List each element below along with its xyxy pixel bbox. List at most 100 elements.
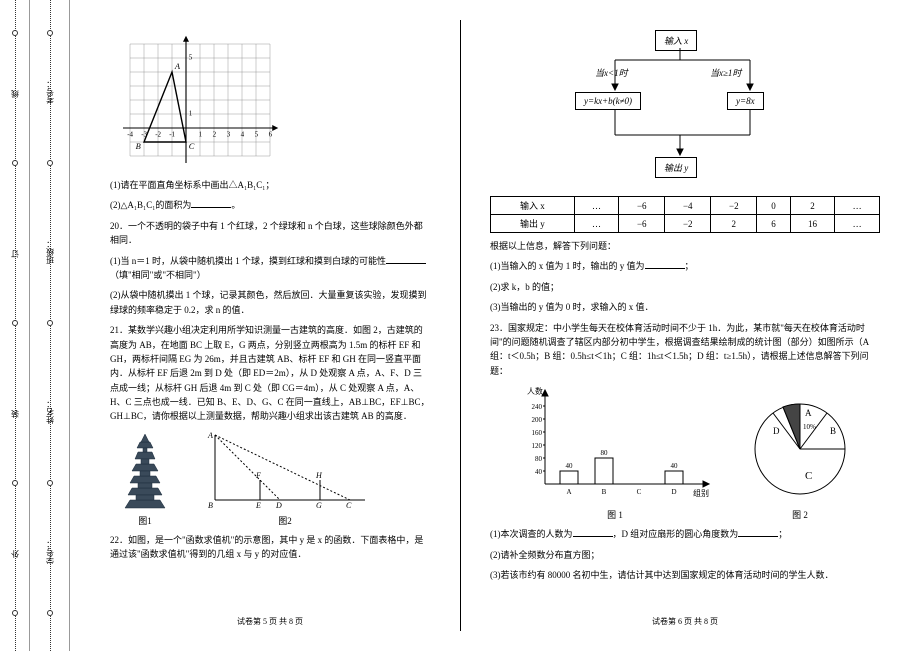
question-text: 22．如图，是一个"函数求值机"的示意图，其中 y 是 x 的函数．下面表格中，… xyxy=(110,533,430,562)
svg-text:C: C xyxy=(805,470,812,482)
question-text: (1)当输入的 x 值为 1 时，输出的 y 值为 ； xyxy=(490,259,880,273)
punch-hole xyxy=(12,30,18,36)
punch-hole xyxy=(12,320,18,326)
punch-hole xyxy=(47,160,53,166)
cell: −6 xyxy=(619,215,665,233)
student-field: 学号： xyxy=(44,540,55,564)
flow-output: 输出 y xyxy=(655,157,697,178)
cell: −4 xyxy=(665,197,711,215)
svg-text:D: D xyxy=(773,426,780,436)
cell: … xyxy=(574,215,619,233)
question-text: (1)当 n＝1 时，从袋中随机摸出 1 个球，摸到红球和摸到白球的可能性（填"… xyxy=(110,254,430,283)
figure-caption: 图1 xyxy=(110,514,180,527)
text: (1)当输入的 x 值为 1 时，输出的 y 值为 xyxy=(490,261,645,271)
svg-text:H: H xyxy=(315,471,323,480)
question-text: (1)请在平面直角坐标系中画出△A₁B₁C₁； xyxy=(110,178,430,192)
cell: 16 xyxy=(790,215,835,233)
svg-text:40: 40 xyxy=(566,462,574,470)
student-field: 班级： xyxy=(44,240,55,264)
cell: … xyxy=(835,215,880,233)
svg-text:C: C xyxy=(189,142,195,151)
svg-text:A: A xyxy=(207,431,213,440)
svg-text:-3: -3 xyxy=(141,130,147,138)
answer-blank[interactable] xyxy=(645,259,685,269)
page-footer: 试卷第 5 页 共 8 页 xyxy=(90,616,450,627)
figure-caption: 图 2 xyxy=(745,508,855,521)
text: （填"相同"或"不相同"） xyxy=(110,270,206,280)
figure-2-diagram: AB FED HGC 图2 xyxy=(200,430,370,527)
text: ； xyxy=(685,261,694,271)
svg-text:5: 5 xyxy=(189,53,193,61)
svg-text:B: B xyxy=(830,426,836,436)
text: ； xyxy=(778,529,787,539)
cell: 0 xyxy=(757,197,790,215)
cell: 输入 x xyxy=(491,197,575,215)
svg-text:A: A xyxy=(805,408,812,418)
cell: … xyxy=(574,197,619,215)
svg-text:D: D xyxy=(275,501,282,510)
svg-text:80: 80 xyxy=(601,449,609,457)
fold-label: 线 xyxy=(9,90,20,98)
answer-blank[interactable] xyxy=(191,198,231,208)
svg-text:B: B xyxy=(602,488,607,496)
text: 。 xyxy=(231,200,240,210)
punch-hole xyxy=(12,610,18,616)
text: (2)△A₁B₁C₁的面积为 xyxy=(110,200,191,210)
io-table: 输入 x … −6 −4 −2 0 2 … 输出 y … −6 −2 2 6 1… xyxy=(490,196,880,233)
svg-text:2: 2 xyxy=(213,130,217,138)
svg-text:200: 200 xyxy=(532,416,543,424)
svg-text:6: 6 xyxy=(269,130,273,138)
svg-text:1: 1 xyxy=(199,130,203,138)
svg-text:3: 3 xyxy=(227,130,231,138)
svg-text:5: 5 xyxy=(255,130,259,138)
flow-func-left: y=kx+b(k≠0) xyxy=(575,92,641,110)
answer-blank[interactable] xyxy=(573,527,613,537)
fold-label: 订 xyxy=(9,250,20,258)
svg-text:B: B xyxy=(208,501,213,510)
svg-text:80: 80 xyxy=(535,455,543,463)
binding-gutter-inner: 考号： 班级： 姓名： 学号： xyxy=(30,0,70,651)
bar-chart-figure: 40 80 120 160 200 240 408040 ABCD 人数 xyxy=(515,384,715,521)
student-field: 姓名： xyxy=(44,400,55,424)
page-right: 输入 x 当x<1时 当x≥1时 y=kx+b(k≠0) y=8x 输出 y 输… xyxy=(470,20,900,631)
punch-hole xyxy=(47,320,53,326)
question-text: (2)求 k，b 的值； xyxy=(490,280,880,294)
cell: −6 xyxy=(619,197,665,215)
answer-blank[interactable] xyxy=(386,254,426,264)
punch-hole xyxy=(47,480,53,486)
svg-text:F: F xyxy=(255,471,261,480)
question-text: (1)本次调查的人数为，D 组对应扇形的圆心角度数为； xyxy=(490,527,880,541)
svg-text:C: C xyxy=(346,501,352,510)
svg-text:4: 4 xyxy=(241,130,245,138)
svg-text:组别: 组别 xyxy=(693,488,709,498)
cell: 6 xyxy=(757,215,790,233)
svg-text:40: 40 xyxy=(671,462,679,470)
svg-text:1: 1 xyxy=(189,109,193,117)
answer-blank[interactable] xyxy=(738,527,778,537)
svg-text:-2: -2 xyxy=(155,130,161,138)
question-text: 21．某数学兴趣小组决定利用所学知识测量一古建筑的高度．如图 2，古建筑的高度为… xyxy=(110,323,430,424)
svg-text:A: A xyxy=(566,488,571,496)
fold-label: 外 xyxy=(9,550,20,558)
text: ，D 组对应扇形的圆心角度数为 xyxy=(613,529,739,539)
svg-text:120: 120 xyxy=(532,442,543,450)
text: 根据以上信息，解答下列问题： xyxy=(490,239,880,253)
punch-hole xyxy=(12,160,18,166)
question-text: (3)当输出的 y 值为 0 时，求输入的 x 值． xyxy=(490,300,880,314)
svg-text:-1: -1 xyxy=(169,130,175,138)
table-row: 输出 y … −6 −2 2 6 16 … xyxy=(491,215,880,233)
table-row: 输入 x … −6 −4 −2 0 2 … xyxy=(491,197,880,215)
figure-caption: 图 1 xyxy=(515,508,715,521)
svg-text:G: G xyxy=(316,501,322,510)
svg-text:D: D xyxy=(671,488,676,496)
cell: −2 xyxy=(711,197,757,215)
svg-text:E: E xyxy=(255,501,261,510)
punch-hole xyxy=(12,480,18,486)
question-text: (2)从袋中随机摸出 1 个球，记录其颜色，然后放回．大量重复该实验，发现摸到绿… xyxy=(110,288,430,317)
flow-func-right: y=8x xyxy=(727,92,764,110)
page-footer: 试卷第 6 页 共 8 页 xyxy=(470,616,900,627)
flow-cond-label: 当x<1时 xyxy=(595,66,628,79)
svg-text:-4: -4 xyxy=(127,130,133,138)
punch-hole xyxy=(47,610,53,616)
cell: 2 xyxy=(711,215,757,233)
